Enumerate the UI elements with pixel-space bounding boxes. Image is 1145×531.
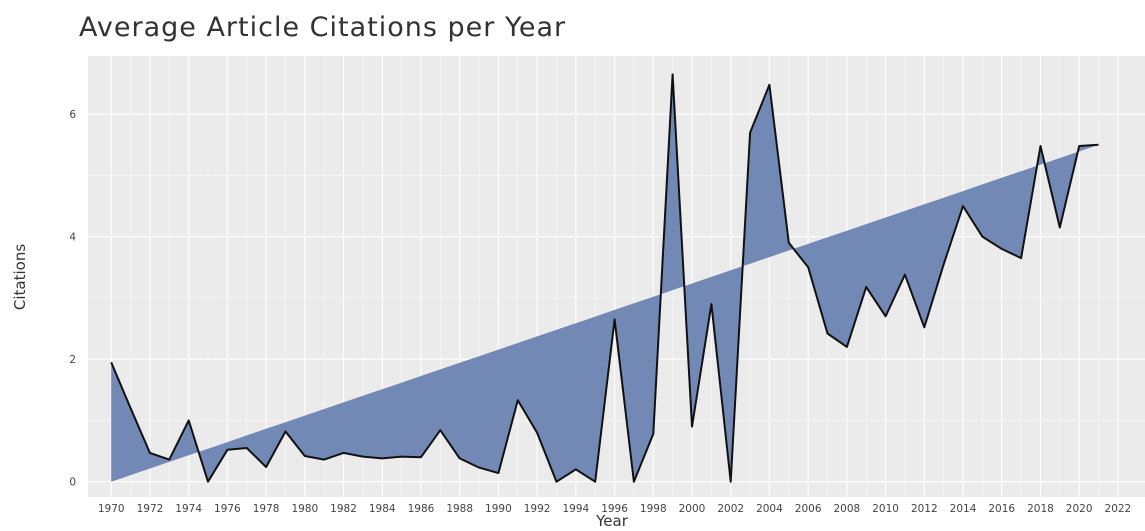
x-tick-label: 2020 — [1066, 503, 1093, 515]
y-axis-label: Citations — [11, 244, 29, 310]
x-tick-label: 1996 — [601, 503, 628, 515]
x-tick-label: 1984 — [369, 503, 396, 515]
x-tick-label: 2008 — [834, 503, 861, 515]
y-axis-ticks: 0 2 4 6 — [69, 109, 76, 489]
x-tick-label: 1980 — [291, 503, 318, 515]
series-line — [110, 73, 1099, 483]
y-tick-label: 2 — [69, 354, 76, 366]
x-tick-label: 1972 — [137, 503, 164, 515]
x-tick-label: 1974 — [175, 503, 202, 515]
x-tick-label: 1994 — [562, 503, 589, 515]
x-tick-label: 2002 — [717, 503, 744, 515]
x-tick-label: 1982 — [330, 503, 357, 515]
x-tick-label: 2016 — [988, 503, 1015, 515]
chart-title: Average Article Citations per Year — [79, 12, 566, 43]
x-tick-label: 2006 — [795, 503, 822, 515]
x-tick-label: 1988 — [446, 503, 473, 515]
x-tick-label: 2014 — [950, 503, 977, 515]
y-tick-label: 4 — [69, 232, 76, 244]
plot-panel — [88, 56, 1145, 497]
x-axis-ticks: 1970 1972 1974 1976 1978 1980 1982 1984 1986 1988… — [98, 503, 1131, 515]
x-tick-label: 1976 — [214, 503, 241, 515]
x-tick-label: 1978 — [253, 503, 280, 515]
x-tick-label: 1986 — [408, 503, 435, 515]
x-axis-label: Year — [595, 512, 629, 530]
x-tick-label: 1990 — [485, 503, 512, 515]
x-tick-label: 2018 — [1027, 503, 1054, 515]
x-tick-label: 2004 — [756, 503, 783, 515]
x-tick-label: 1970 — [98, 503, 125, 515]
y-tick-label: 0 — [69, 477, 76, 489]
x-tick-label: 2012 — [911, 503, 938, 515]
x-tick-label: 1992 — [524, 503, 551, 515]
series-polyline — [110, 73, 1099, 483]
x-tick-label: 2010 — [872, 503, 899, 515]
y-tick-label: 6 — [69, 109, 76, 121]
x-tick-label: 1998 — [640, 503, 667, 515]
x-tick-label: 2000 — [679, 503, 706, 515]
x-tick-label: 2022 — [1105, 503, 1132, 515]
